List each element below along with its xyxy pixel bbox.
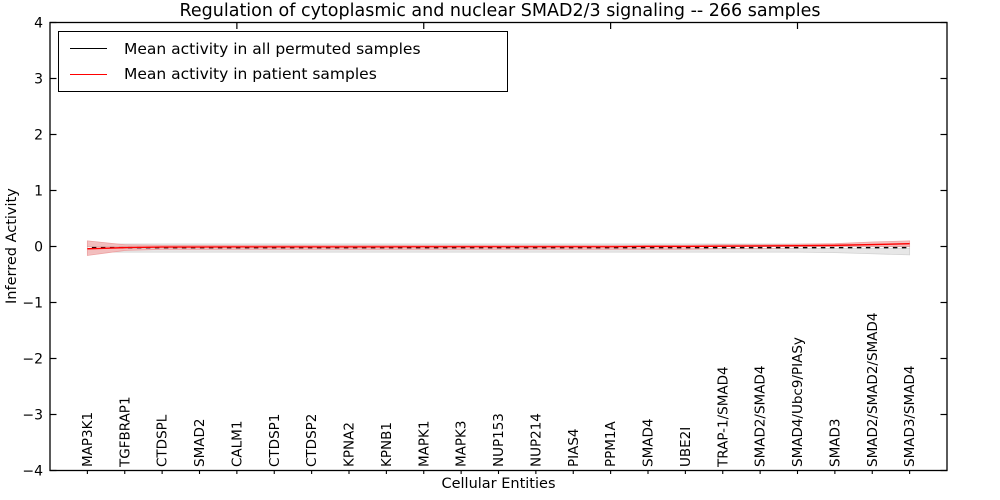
y-tick-label: 1 (34, 184, 43, 200)
x-category-label: NUP214 (528, 413, 544, 467)
y-tick-label: 4 (34, 16, 43, 32)
x-category-label: SMAD3/SMAD4 (902, 366, 918, 467)
x-category-label: NUP153 (491, 413, 507, 467)
legend-label: Mean activity in patient samples (124, 65, 377, 84)
legend-line-sample-red (70, 73, 107, 75)
x-category-label: MAPK1 (416, 421, 432, 467)
x-category-label: PIAS4 (566, 428, 582, 467)
x-category-label: SMAD2 (192, 419, 208, 467)
x-category-label: SMAD2/SMAD4 (753, 366, 769, 467)
y-tick-label: −4 (22, 464, 43, 480)
legend-item-patient: Mean activity in patient samples (70, 65, 507, 83)
x-category-label: SMAD4 (641, 419, 657, 467)
x-category-label: SMAD4/Ubc9/PIASy (790, 337, 806, 467)
legend-box: Mean activity in all permuted samples Me… (58, 31, 508, 92)
x-category-label: PPM1A (603, 420, 619, 467)
x-category-label: MAP3K1 (80, 412, 96, 467)
y-tick-label: −2 (22, 352, 43, 368)
y-tick-label: 3 (34, 72, 43, 88)
y-tick-label: 2 (34, 128, 43, 144)
y-tick-label: −1 (22, 296, 43, 312)
x-category-label: SMAD2/SMAD2/SMAD4 (865, 313, 881, 467)
legend-item-permuted: Mean activity in all permuted samples (70, 40, 507, 58)
legend-line-sample-black (70, 48, 107, 50)
y-axis-label: Inferred Activity (4, 188, 20, 304)
chart-title: Regulation of cytoplasmic and nuclear SM… (179, 1, 821, 21)
legend-label: Mean activity in all permuted samples (124, 39, 421, 58)
x-category-label: MAPK3 (454, 421, 470, 467)
x-category-label: CTDSPL (155, 414, 171, 467)
x-category-label: CTDSP1 (267, 414, 283, 467)
y-tick-label: 0 (34, 240, 43, 256)
mean-patient-line (87, 243, 910, 250)
x-category-label: UBE2I (678, 427, 694, 467)
x-category-label: CALM1 (229, 421, 245, 467)
x-category-label: KPNA2 (342, 422, 358, 467)
x-category-label: KPNB1 (379, 422, 395, 467)
x-category-label: CTDSP2 (304, 414, 320, 467)
x-axis-label: Cellular Entities (441, 476, 556, 492)
x-category-label: SMAD3 (827, 419, 843, 467)
y-tick-label: −3 (22, 408, 43, 424)
x-category-label: TGFBRAP1 (117, 396, 133, 468)
x-category-label: TRAP-1/SMAD4 (715, 366, 731, 468)
